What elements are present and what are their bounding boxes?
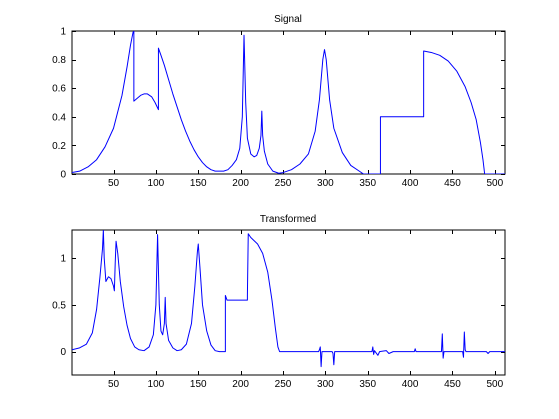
transformed-x-tick-label: 350 — [359, 379, 376, 390]
signal-x-tick-label: 50 — [108, 178, 120, 189]
signal-x-tick-label: 300 — [317, 178, 334, 189]
signal-series — [72, 31, 505, 174]
signal-x-tick-label: 350 — [359, 178, 376, 189]
transformed-plot-area — [71, 229, 506, 376]
signal-x-tick-label: 450 — [444, 178, 461, 189]
signal-x-tick-label: 200 — [232, 178, 249, 189]
signal-panel: Signal 50 100 150 200 250 300 350 400 450 500 0 0.2… — [52, 14, 506, 189]
transformed-x-tick-label: 300 — [317, 379, 334, 390]
signal-y-tick-label: 0.6 — [52, 84, 66, 95]
transformed-y-tick-label: 0 — [60, 347, 66, 358]
transformed-x-tick-label: 100 — [148, 379, 165, 390]
signal-x-tick-label: 500 — [486, 178, 503, 189]
transformed-x-tick-label: 250 — [275, 379, 292, 390]
signal-axes: 50 100 150 200 250 300 350 400 450 500 0 0.2 0.4 0.6 0… — [52, 27, 505, 189]
transformed-x-tick-label: 500 — [486, 379, 503, 390]
transformed-panel: Transformed 50 100 150 200 250 300 350 400 450 50… — [52, 214, 506, 390]
signal-y-tick-label: 1 — [60, 27, 66, 38]
signal-y-tick-label: 0.2 — [52, 141, 66, 152]
transformed-series — [72, 230, 505, 368]
signal-x-tick-label: 100 — [148, 178, 165, 189]
signal-x-tick-label: 400 — [402, 178, 419, 189]
signal-x-tick-label: 150 — [190, 178, 207, 189]
transformed-x-tick-label: 450 — [444, 379, 461, 390]
transformed-x-tick-label: 150 — [190, 379, 207, 390]
signal-plot-area — [71, 30, 506, 175]
signal-y-tick-label: 0 — [60, 170, 66, 181]
transformed-x-tick-label: 200 — [232, 379, 249, 390]
transformed-x-tick-label: 50 — [108, 379, 120, 390]
transformed-chart-title: Transformed — [260, 214, 316, 225]
transformed-series-line — [72, 230, 505, 368]
transformed-x-tick-label: 400 — [402, 379, 419, 390]
signal-x-tick-label: 250 — [275, 178, 292, 189]
transformed-y-tick-label: 1 — [60, 254, 66, 265]
transformed-y-tick-label: 0.5 — [52, 300, 66, 311]
signal-series-line — [72, 31, 505, 174]
signal-chart-title: Signal — [274, 14, 302, 25]
signal-y-tick-label: 0.4 — [52, 112, 66, 123]
transformed-axes: 50 100 150 200 250 300 350 400 450 500 0 0.5 1 — [52, 230, 505, 390]
signal-y-tick-label: 0.8 — [52, 55, 66, 66]
